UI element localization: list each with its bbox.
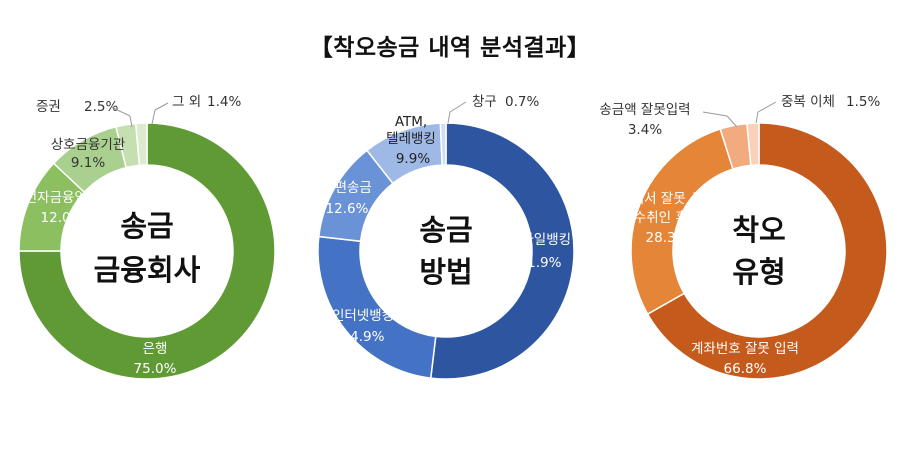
slice-label: 간편송금 bbox=[322, 180, 372, 196]
slice-label: 증권 bbox=[36, 99, 61, 115]
slice-label-line-2: 텔레뱅킹 bbox=[386, 131, 436, 147]
leader-line bbox=[726, 115, 738, 128]
donut-slice bbox=[439, 122, 447, 166]
slice-label: 그 외 bbox=[172, 94, 201, 110]
slice-label: 중복 이체 bbox=[781, 94, 835, 110]
donut-chart-transfer-method: 송금 방법 모바일뱅킹 51.9% 인터넷뱅킹 24.9% 간편송금 12.6%… bbox=[317, 94, 575, 380]
slice-value-label: 9.9% bbox=[396, 151, 430, 167]
slice-label: 모바일뱅킹 bbox=[509, 232, 571, 248]
slice-value-label: 1.5% bbox=[846, 94, 880, 110]
center-label-line-2: 방법 bbox=[419, 255, 472, 289]
slice-value-label: 51.9% bbox=[519, 255, 562, 271]
leader-line bbox=[151, 109, 156, 125]
slice-label: 상호금융기관 bbox=[51, 137, 126, 153]
center-label-line-1: 착오 bbox=[732, 213, 785, 247]
slice-value-label: 75.0% bbox=[134, 361, 177, 377]
center-label-line-2: 유형 bbox=[732, 255, 785, 289]
center-label-line-1: 송금 bbox=[120, 209, 173, 243]
slice-label: 은행 bbox=[143, 341, 168, 357]
leader-line bbox=[110, 106, 131, 117]
donut-slice bbox=[18, 122, 276, 380]
slice-value-label: 66.8% bbox=[724, 361, 767, 377]
slice-label: 계좌번호 잘못 입력 bbox=[691, 341, 799, 357]
slice-label-line-1: 목록에서 잘못 선택등 bbox=[607, 191, 727, 207]
slice-label-line-1: ATM, bbox=[395, 114, 427, 130]
slice-value-label: 12.6% bbox=[326, 201, 369, 217]
leader-line bbox=[702, 111, 728, 117]
leader-line bbox=[154, 102, 169, 111]
slice-value-label: 1.4% bbox=[207, 94, 241, 110]
donut-slice bbox=[746, 122, 760, 167]
slice-label: ATM, 텔레뱅킹 bbox=[386, 114, 436, 147]
leader-line bbox=[755, 111, 759, 124]
slice-label: 전자금융업자 bbox=[25, 190, 100, 206]
page-title: 【착오송금 내역 분석결과】 bbox=[309, 35, 591, 61]
slice-label: 인터넷뱅킹 bbox=[332, 308, 394, 324]
leader-line bbox=[447, 111, 451, 124]
center-label-line-2: 금융회사 bbox=[94, 253, 201, 287]
slice-label: 창구 bbox=[472, 94, 497, 110]
leader-line bbox=[757, 101, 777, 113]
donut-slice bbox=[630, 128, 734, 316]
donut-slice bbox=[646, 122, 888, 380]
donut-slice bbox=[429, 122, 575, 380]
slice-label: 송금액 잘못입력 bbox=[599, 102, 690, 118]
donut-slice bbox=[134, 122, 148, 167]
center-label-line-1: 송금 bbox=[419, 213, 472, 247]
slice-value-label: 12.0% bbox=[41, 210, 84, 226]
leader-line bbox=[449, 101, 467, 113]
leader-line bbox=[129, 115, 133, 128]
slice-value-label: 9.1% bbox=[71, 155, 105, 171]
slice-value-label: 3.4% bbox=[628, 122, 662, 138]
slice-value-label: 0.7% bbox=[505, 94, 539, 110]
slice-value-label: 2.5% bbox=[84, 99, 118, 115]
slice-label-line-2: 수취인 혼동 bbox=[634, 210, 700, 226]
slice-value-label: 24.9% bbox=[342, 329, 385, 345]
slice-value-label: 28.3% bbox=[646, 230, 689, 246]
donut-chart-finance-company: 송금 금융회사 은행 75.0% 전자금융업자 12.0% 상호금융기관 9.1… bbox=[18, 94, 276, 380]
